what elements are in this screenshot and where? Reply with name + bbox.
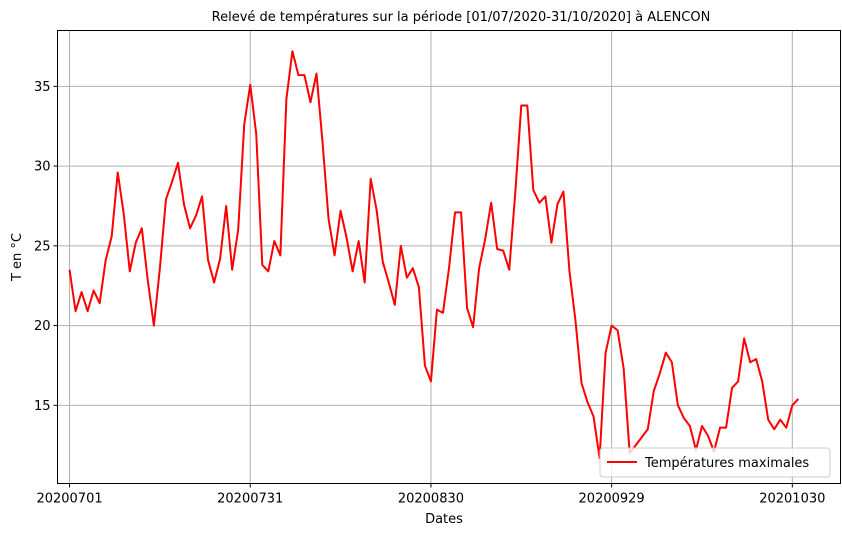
- y-axis-label: T en °C: [10, 233, 25, 282]
- series-line-temperatures-maximales: [68, 50, 800, 459]
- chart-title: Relevé de températures sur la période [0…: [212, 10, 711, 25]
- axis-ticks: 20200701 20200731 20200830 20200929 20201030…: [34, 80, 825, 507]
- plot-lines: [68, 50, 800, 459]
- x-tick-label: 20201030: [759, 492, 825, 507]
- y-tick-label: 20: [34, 319, 51, 334]
- y-tick-label: 25: [34, 239, 51, 254]
- legend-box: [599, 447, 831, 478]
- x-tick-label: 20200929: [579, 492, 645, 507]
- y-tick-label: 35: [34, 80, 51, 95]
- grid-lines: [57, 30, 841, 484]
- x-tick-label: 20200830: [398, 492, 464, 507]
- x-axis-label: Dates: [425, 512, 463, 527]
- x-tick-label: 20200731: [217, 492, 283, 507]
- legend: Températures maximales: [599, 447, 831, 478]
- legend-label: Températures maximales: [644, 456, 809, 471]
- y-tick-label: 15: [34, 399, 51, 414]
- y-tick-label: 30: [34, 160, 51, 175]
- x-tick-label: 20200701: [36, 492, 102, 507]
- plot-frame: [57, 30, 841, 484]
